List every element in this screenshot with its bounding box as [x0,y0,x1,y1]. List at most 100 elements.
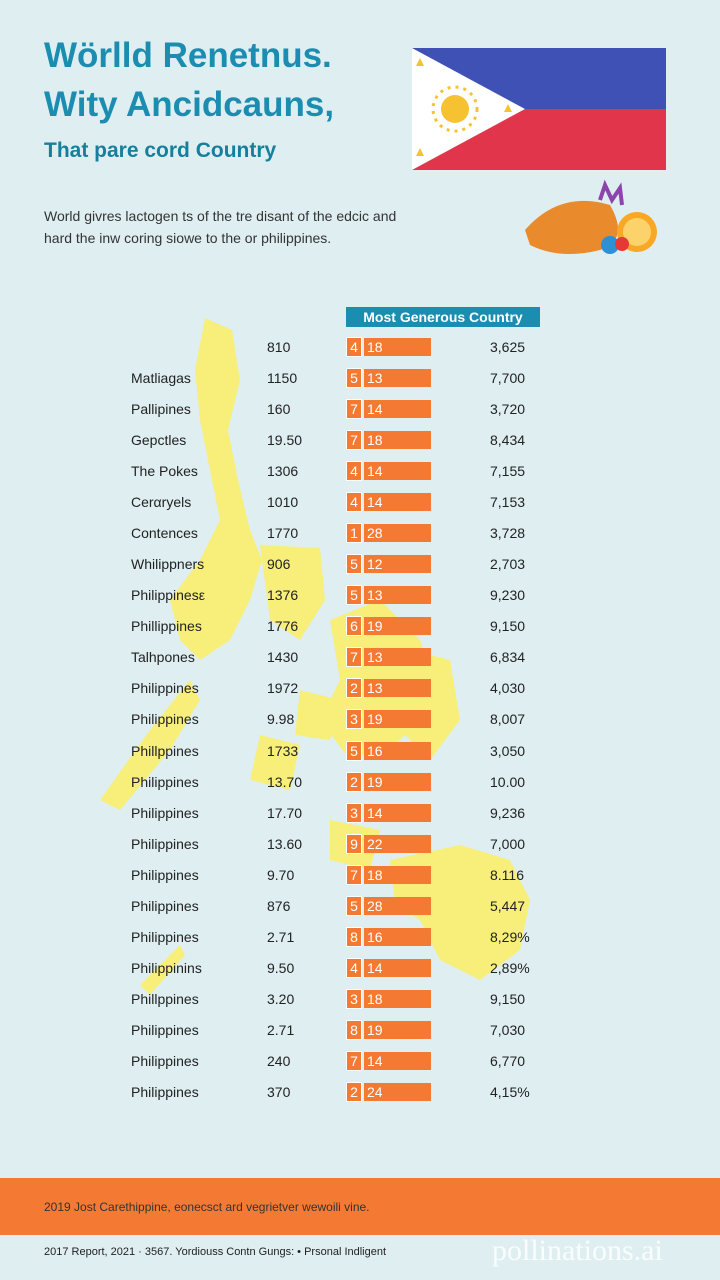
row-name: Talhpones [131,649,195,666]
row-badge: 6 [346,616,362,637]
row-badge: 9 [346,833,362,854]
row-value: 1972 [267,680,299,697]
row-value: 810 [267,339,291,355]
row-badge: 3 [346,802,362,823]
title: Wity Ancidcauns, [44,85,335,124]
row-badge: 7 [346,647,362,668]
row-value: 9.50 [267,959,295,976]
row-name: Phillppines [131,990,199,1007]
row-bar: 13 [364,679,431,698]
row-right: 3,728 [490,525,526,542]
row-value: 1770 [267,525,299,542]
row-badge: 3 [346,709,362,730]
row-right: 2,89% [490,959,530,976]
row-bar: 18 [364,431,431,450]
row-badge: 8 [346,1019,362,1040]
row-bar: 16 [364,927,431,946]
row-bar: 28 [364,524,431,543]
row-value: 906 [267,556,291,573]
map [100,318,530,995]
row-value: 1733 [267,742,299,759]
row-badge: 4 [346,337,362,357]
row-value: 9.98 [267,711,295,728]
row-right: 7,700 [490,370,526,387]
row-right: 7,030 [490,1021,526,1038]
row-badge: 2 [346,771,362,792]
row-right: 9,230 [490,587,526,604]
row-value: 370 [267,1083,291,1100]
row-right: 8,29% [490,928,530,945]
row-bar: 18 [364,865,431,884]
row-name: Philippines [131,835,199,852]
row-name: The Pokes [131,463,198,480]
row-value: 1430 [267,649,299,666]
row-bar: 28 [364,896,431,915]
row-badge: 1 [346,523,362,544]
row-right: 7,153 [490,494,526,511]
row-bar: 13 [364,648,431,667]
fruit-illustration [525,179,657,254]
row-name: Philippines [131,928,199,945]
row-name: Phillippines [131,618,202,635]
row-right: 3,050 [490,742,526,759]
row-right: 7,000 [490,835,526,852]
row-right: 9,150 [490,990,526,1007]
row-name: Gepctles [131,432,187,449]
row-name: Philippinins [131,959,202,976]
row-value: 1306 [267,463,299,480]
row-badge: 8 [346,926,362,947]
row-name: Pallipines [131,401,191,418]
row-name: Philippines [131,680,199,697]
row-value: 13.60 [267,835,303,852]
row-badge: 4 [346,492,362,513]
row-bar: 19 [364,617,431,636]
row-name: Philippinesε [131,587,205,604]
row-value: 2.71 [267,928,295,945]
footer-line: 2017 Report, 2021 · 3567. Yordiouss Cont… [44,1246,387,1258]
row-badge: 7 [346,430,362,451]
row-badge: 4 [346,461,362,482]
row-name: Philippines [131,773,199,790]
row-value: 2.71 [267,1021,295,1038]
row-badge: 2 [346,678,362,699]
row-badge: 5 [346,895,362,916]
row-value: 1376 [267,587,299,604]
row-name: Phillppines [131,742,199,759]
row-value: 240 [267,1052,291,1069]
row-name: Philippines [131,804,199,821]
row-bar: 18 [364,989,431,1008]
row-right: 10.00 [490,773,526,790]
row-value: 9.70 [267,866,295,883]
row-right: 4,030 [490,680,526,697]
footer-band [0,1178,720,1235]
row-badge: 3 [346,988,362,1009]
row-bar: 24 [364,1082,431,1101]
row-value: 160 [267,401,291,418]
row-name: Philippines [131,866,199,883]
row-bar: 14 [364,462,431,481]
row-right: 7,155 [490,463,526,480]
intro: World givres lactogen ts of the tre disa… [44,208,397,224]
row-badge: 7 [346,1050,362,1071]
row-bar: 12 [364,555,431,574]
table-header: Most Generous Country [346,307,540,327]
title: Wörlld Renetnus. [44,36,332,75]
row-name: Contences [131,525,198,542]
row-bar: 14 [364,400,431,419]
row-bar: 14 [364,493,431,512]
row-name: Philippines [131,1021,199,1038]
row-bar: 19 [364,710,431,729]
row-right: 8,007 [490,711,526,728]
intro: hard the inw coring siowe to the or phil… [44,230,332,246]
row-value: 17.70 [267,804,303,821]
row-name: Philippines [131,1052,199,1069]
row-bar: 14 [364,958,431,977]
row-right: 8,434 [490,432,526,449]
subtitle: That pare cord Country [44,139,277,162]
row-badge: 2 [346,1081,362,1102]
row-right: 9,236 [490,804,526,821]
row-bar: 19 [364,1020,431,1039]
row-badge: 7 [346,399,362,420]
